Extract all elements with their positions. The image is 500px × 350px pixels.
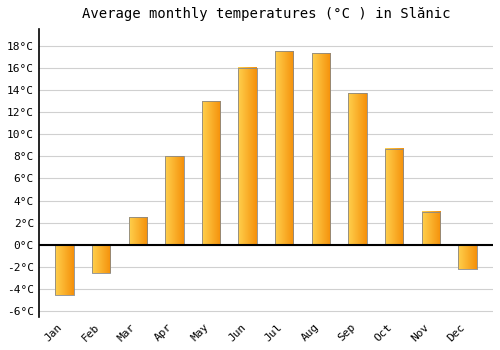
Title: Average monthly temperatures (°C ) in Slănic: Average monthly temperatures (°C ) in Sl… <box>82 7 450 21</box>
